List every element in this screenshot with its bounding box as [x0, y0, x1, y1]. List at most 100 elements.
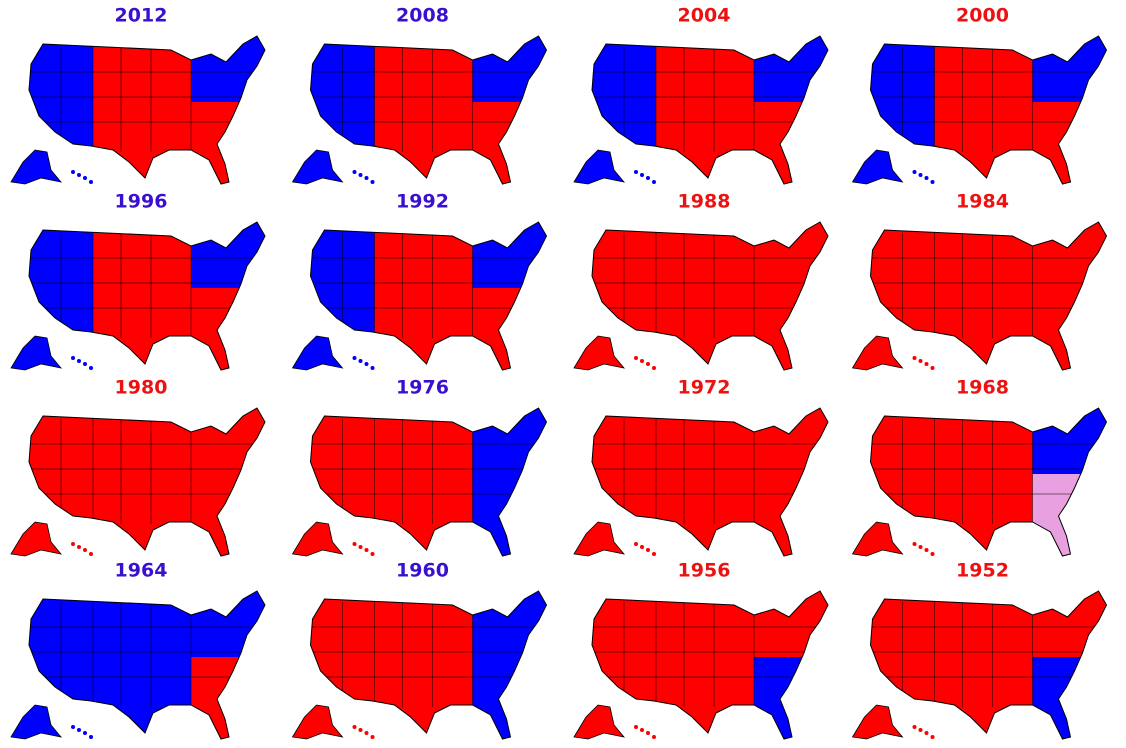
region-south: [754, 657, 828, 739]
hawaii: [634, 356, 638, 360]
election-map: [851, 590, 1108, 740]
hawaii: [83, 731, 87, 735]
hawaii: [71, 542, 75, 546]
alaska: [851, 335, 904, 371]
hawaii: [924, 362, 929, 366]
hawaii: [89, 180, 93, 184]
hawaii: [89, 366, 93, 370]
hawaii: [924, 548, 929, 552]
hawaii: [640, 173, 644, 177]
hawaii: [358, 359, 363, 363]
hawaii: [930, 366, 935, 370]
hawaii: [646, 731, 650, 735]
region-northeast: [472, 36, 547, 102]
region-south: [472, 288, 547, 370]
us-outline: [591, 35, 829, 185]
region-northeast: [472, 222, 547, 288]
hawaii: [646, 362, 650, 366]
region-south: [472, 657, 547, 739]
hawaii: [364, 176, 369, 180]
region-south: [472, 102, 547, 184]
election-map: [573, 35, 829, 185]
hawaii: [352, 170, 357, 174]
hawaii: [634, 170, 638, 174]
hawaii: [364, 548, 369, 552]
hawaii: [83, 176, 87, 180]
alaska: [573, 704, 626, 740]
region-south: [1032, 102, 1107, 184]
hawaii: [77, 728, 81, 732]
election-map: [291, 590, 548, 740]
region-northeast: [191, 408, 265, 474]
us-outline: [591, 590, 829, 740]
region-northeast: [1032, 222, 1107, 288]
hawaii: [358, 728, 363, 732]
region-northeast: [1032, 36, 1107, 102]
election-map: [851, 407, 1108, 557]
hawaii: [634, 725, 638, 729]
hawaii: [352, 542, 357, 546]
hawaii: [652, 552, 656, 556]
hawaii: [71, 356, 75, 360]
region-northeast: [1032, 591, 1107, 657]
region-south: [1032, 657, 1107, 739]
us-outline: [28, 221, 266, 371]
map-title: 1960: [396, 560, 449, 582]
hawaii: [370, 735, 375, 739]
alaska: [291, 335, 344, 371]
region-northeast: [472, 408, 547, 474]
us-outline: [869, 590, 1108, 740]
election-map: [10, 35, 266, 185]
map-title: 2004: [678, 5, 731, 27]
hawaii: [918, 173, 923, 177]
map-title: 1980: [115, 377, 168, 399]
alaska: [851, 149, 904, 185]
map-title: 1992: [396, 191, 449, 213]
hawaii: [77, 173, 81, 177]
region-south: [754, 474, 828, 556]
election-map: [291, 407, 548, 557]
election-map: [291, 221, 548, 371]
hawaii: [370, 180, 375, 184]
alaska: [291, 149, 344, 185]
hawaii: [370, 552, 375, 556]
election-map: [291, 35, 548, 185]
region-northeast: [754, 222, 828, 288]
election-map: [10, 407, 266, 557]
region-south: [191, 288, 265, 370]
alaska: [573, 149, 626, 185]
hawaii: [71, 170, 75, 174]
region-south: [754, 288, 828, 370]
us-outline: [309, 221, 548, 371]
alaska: [291, 521, 344, 557]
hawaii: [918, 545, 923, 549]
hawaii: [646, 176, 650, 180]
hawaii: [71, 725, 75, 729]
hawaii: [640, 359, 644, 363]
alaska: [851, 704, 904, 740]
map-title: 1956: [678, 560, 731, 582]
map-title: 1976: [396, 377, 449, 399]
region-south: [1032, 474, 1107, 556]
hawaii: [652, 735, 656, 739]
map-title: 1968: [956, 377, 1009, 399]
election-map: [851, 221, 1108, 371]
election-map: [10, 221, 266, 371]
region-northeast: [472, 591, 547, 657]
us-outline: [591, 221, 829, 371]
region-northeast: [754, 36, 828, 102]
election-map: [573, 407, 829, 557]
hawaii: [646, 548, 650, 552]
hawaii: [918, 728, 923, 732]
us-outline: [869, 407, 1108, 557]
hawaii: [912, 725, 917, 729]
map-title: 1984: [956, 191, 1009, 213]
region-south: [191, 474, 265, 556]
region-northeast: [191, 36, 265, 102]
election-map: [851, 35, 1108, 185]
hawaii: [912, 356, 917, 360]
hawaii: [364, 731, 369, 735]
hawaii: [930, 552, 935, 556]
region-northeast: [754, 591, 828, 657]
us-outline: [28, 590, 266, 740]
